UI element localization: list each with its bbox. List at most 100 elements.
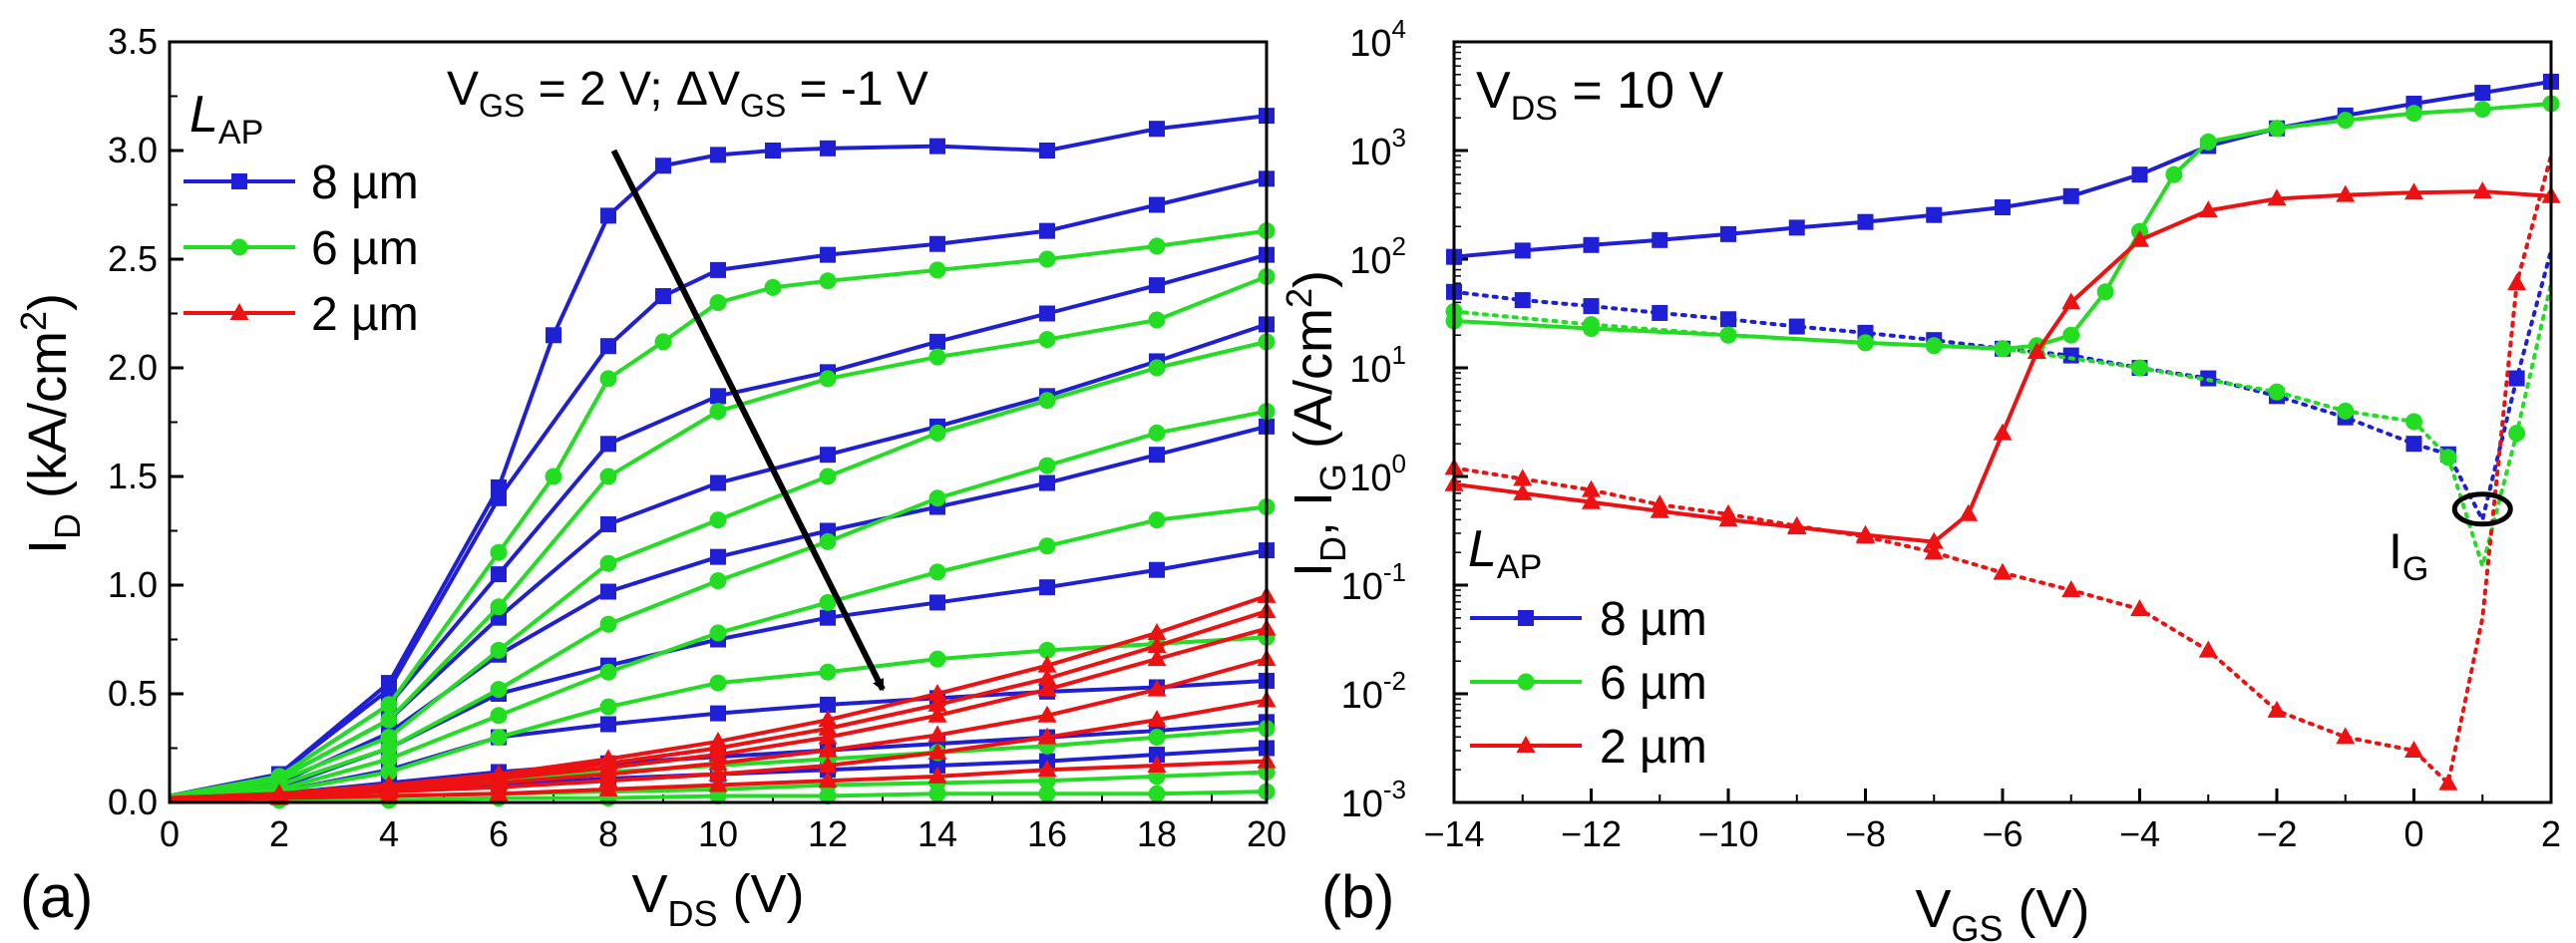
panel-a-point-2m: [927, 742, 947, 760]
panel-a-ytick-label: 1.0: [108, 564, 158, 605]
panel-b-point-id-2m: [1959, 503, 1979, 521]
panel-a-point-6m: [1148, 359, 1166, 377]
panel-a-point-8m: [820, 246, 836, 263]
panel-b-point-ig-2m: [2198, 640, 2218, 658]
panel-b-point-ig-2m: [2507, 273, 2527, 291]
panel-a-xtick-label: 6: [489, 813, 509, 854]
panel-b-point-id-2m: [1582, 491, 1601, 509]
panel-a-point-6m: [819, 532, 837, 550]
panel-a-point-6m: [1038, 392, 1056, 410]
panel-b-ig-label: IG: [2389, 523, 2428, 588]
panel-a-point-6m: [545, 468, 562, 485]
panel-b-ylabel: ID, IG (A/cm2): [1279, 270, 1353, 577]
panel-b-ytick-label: 103: [1349, 123, 1406, 173]
panel-a-point-2m: [1037, 760, 1057, 778]
panel-a-point-8m: [600, 583, 616, 600]
panel-a-point-8m: [600, 515, 616, 532]
panel-a-point-6m: [709, 294, 727, 312]
panel-b-point-ig-2m: [1582, 479, 1601, 497]
panel-a-curve-8m-1: [169, 114, 1268, 798]
panel-a-point-6m: [1038, 331, 1056, 349]
panel-a-point-6m: [928, 489, 946, 507]
panel-a-xtick-label: 18: [1137, 813, 1177, 854]
panel-b-point-id-8m: [1857, 213, 1874, 230]
panel-a-point-6m: [709, 511, 727, 529]
panel-a-point-6m: [1038, 457, 1056, 474]
panel-b-point-id-2m: [2198, 200, 2218, 218]
panel-b-legend-marker: [1518, 610, 1534, 626]
panel-a-point-8m: [710, 548, 726, 565]
panel-b-point-ig-2m: [1856, 526, 1875, 544]
panel-b-point-id-6m: [2062, 326, 2080, 344]
panel-a-point-8m: [1039, 143, 1055, 158]
panel-a-ytick-label: 0.5: [108, 673, 158, 714]
panel-b-point-id-6m: [2165, 165, 2183, 183]
panel-a-point-8m: [929, 138, 945, 155]
panel-b-point-ig-2m: [1924, 542, 1944, 560]
panel-a-point-8m: [1039, 305, 1055, 322]
panel-b-xtick-label: 2: [2541, 813, 2561, 854]
panel-b-point-ig-2m: [1718, 503, 1738, 521]
panel-a-point-2m: [708, 745, 728, 763]
panel-a-point-8m: [1149, 196, 1165, 213]
panel-a-point-6m: [928, 348, 946, 366]
panel-a-point-8m: [929, 757, 945, 774]
panel-a-point-8m: [546, 327, 561, 344]
panel-a-legend-label: 2 µm: [311, 288, 419, 341]
panel-a-point-6m: [819, 593, 837, 611]
panel-a-xlabel: VDS (V): [631, 864, 804, 934]
panel-a-ytick-label: 2.5: [108, 238, 158, 279]
panel-b-point-id-8m: [2062, 187, 2079, 204]
panel-b-point-ig-6m: [2439, 449, 2457, 467]
panel-a-xtick-label: 8: [598, 813, 618, 854]
panel-a-point-6m: [380, 763, 398, 781]
panel-b-point-id-6m: [2199, 133, 2217, 151]
panel-a-point-6m: [490, 681, 508, 699]
panel-b-point-id-8m: [2474, 85, 2491, 102]
panel-b-point-ig-8m: [2405, 436, 2422, 453]
panel-b-point-id-2m: [2061, 292, 2081, 310]
panel-a-point-2m: [927, 684, 947, 701]
panel-b-xtick-label: −6: [1982, 813, 2023, 854]
panel-a-point-2m: [708, 753, 728, 771]
panel-a-point-2m: [1037, 668, 1057, 686]
panel-a-point-6m: [490, 641, 508, 659]
panel-b-curve-ig-8m: [1452, 248, 2553, 522]
panel-a-point-6m: [709, 674, 727, 692]
panel-a-legend-entry-2m: 2 µm: [184, 288, 419, 341]
panel-b-xtick-label: −12: [1561, 813, 1622, 854]
panel-a-point-6m: [764, 278, 782, 296]
panel-a-point-6m: [1148, 237, 1166, 255]
panel-a-legend-label: 6 µm: [311, 222, 419, 275]
panel-a-point-8m: [1039, 474, 1055, 491]
panel-a-point-2m: [708, 764, 728, 782]
panel-a-point-8m: [655, 157, 671, 174]
panel-a-point-2m: [818, 710, 838, 728]
panel-a-point-6m: [709, 572, 727, 590]
panel-b-point-ig-6m: [1719, 326, 1737, 344]
panel-b-point-ig-6m: [1583, 316, 1600, 334]
panel-b-point-ig-8m: [2062, 347, 2079, 364]
panel-b-ytick-label: 10-1: [1341, 557, 1406, 608]
panel-b-series-2m: [1444, 153, 2561, 790]
panel-b-xtick-label: −8: [1845, 813, 1886, 854]
panel-a-point-2m: [1147, 649, 1167, 667]
panel-b-point-id-8m: [1583, 236, 1600, 253]
panel-a-point-2m: [818, 727, 838, 745]
panel-b-legend-entry-2m: 2 µm: [1470, 721, 1707, 774]
panel-b-point-id-8m: [1514, 242, 1531, 259]
panel-a-point-8m: [820, 609, 836, 626]
panel-a-point-2m: [818, 718, 838, 736]
panel-b-legend-marker: [1517, 673, 1535, 691]
panel-a-point-8m: [929, 333, 945, 350]
panel-a-vgs-annotation: VGS = 2 V; ΔVGS = -1 V: [447, 63, 928, 124]
panel-a-point-8m: [929, 594, 945, 611]
panel-a-frame: [168, 40, 1269, 804]
panel-a-ytick-label: 1.5: [108, 456, 158, 496]
panel-a-point-8m: [1039, 579, 1055, 596]
panel-a-point-2m: [927, 766, 947, 784]
panel-a-point-8m: [1149, 747, 1165, 764]
panel-a-point-6m: [490, 543, 508, 561]
panel-a-legend-label: 8 µm: [311, 157, 419, 209]
panel-a-point-2m: [927, 705, 947, 723]
